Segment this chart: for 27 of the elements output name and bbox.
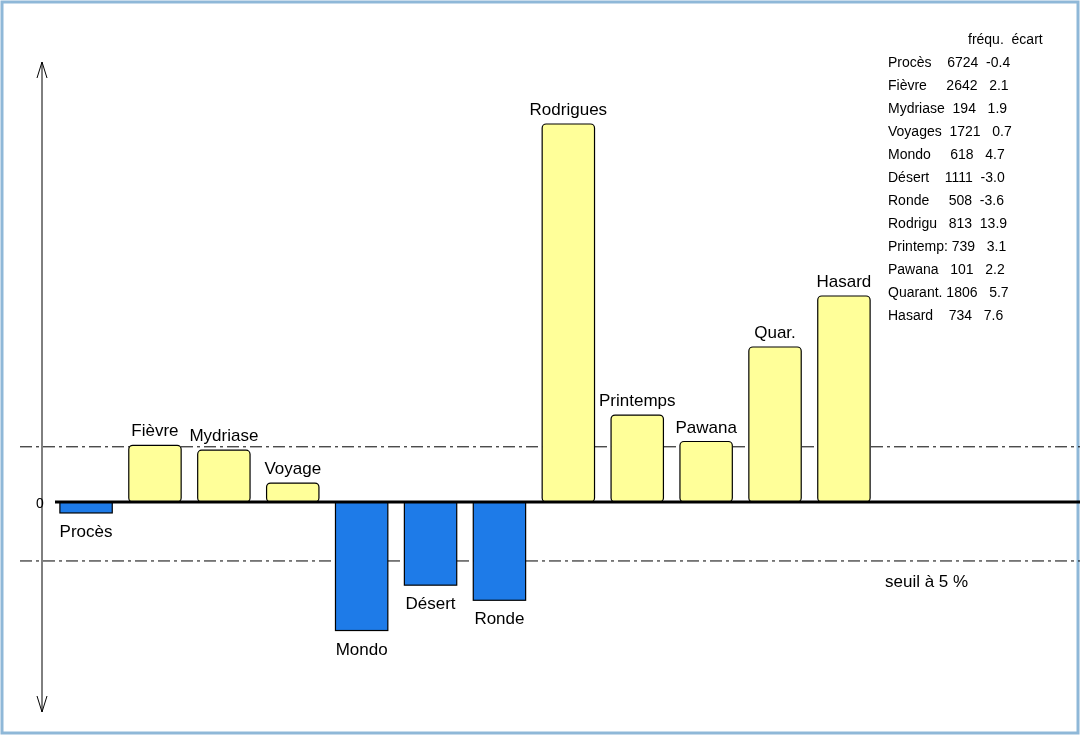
text: Désert 1111 -3.0	[888, 169, 1005, 185]
text: Ronde 508 -3.6	[888, 192, 1005, 208]
text: Printemp: 739 3.1	[888, 238, 1007, 254]
text: Hasard 734 7.6	[888, 307, 1004, 323]
text: Fièvre 2642 2.1	[888, 77, 1009, 93]
text: Mondo 618 4.7	[888, 146, 1005, 162]
ref-line-label: seuil à 5 %	[885, 571, 969, 591]
text: Rodrigu 813 13.9	[888, 215, 1008, 231]
x-tick-label: Mondo	[335, 639, 388, 659]
x-tick-label: Rodrigues	[529, 100, 608, 119]
x-tick-label: Printemps	[598, 391, 676, 411]
text: Quarant. 1806 5.7	[888, 284, 1009, 300]
text: Pawana 101 2.2	[888, 261, 1005, 277]
x-tick-label: Fièvre	[131, 421, 179, 441]
x-tick-label: Quar.	[754, 323, 796, 343]
text: Procès 6724 -0.4	[888, 54, 1011, 70]
text: 0	[36, 495, 45, 511]
text: fréqu. écart	[968, 31, 1043, 47]
x-tick-label: Hasard	[816, 271, 872, 291]
text: Voyages 1721 0.7	[888, 123, 1012, 139]
text: Mydriase 194 1.9	[888, 100, 1008, 116]
x-tick-label: Ronde	[474, 609, 525, 629]
x-tick-label: Désert	[405, 594, 456, 614]
x-tick-label: Procès	[59, 521, 113, 541]
x-tick-label: Mydriase	[189, 426, 259, 446]
x-tick-label: Pawana	[675, 417, 738, 437]
x-tick-label: Voyage	[264, 459, 322, 479]
